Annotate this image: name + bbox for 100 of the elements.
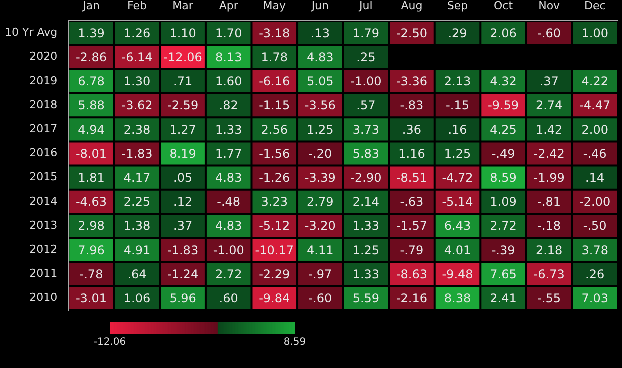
data-label: 1.42 bbox=[536, 122, 563, 137]
data-label: 1.79 bbox=[352, 26, 380, 40]
x-tick-label: Nov bbox=[538, 0, 561, 12]
data-label: 1.09 bbox=[490, 195, 517, 210]
color-bar-label: 8.59 bbox=[284, 337, 306, 349]
data-label: 2.38 bbox=[124, 122, 151, 137]
data-label: 2.25 bbox=[124, 195, 151, 210]
y-tick-label: 2014 bbox=[30, 194, 58, 208]
data-label: -9.59 bbox=[488, 98, 520, 113]
data-label: 3.23 bbox=[261, 195, 288, 210]
data-label: -6.16 bbox=[259, 74, 290, 89]
data-label: 8.59 bbox=[490, 170, 517, 185]
data-label: -5.12 bbox=[259, 219, 290, 234]
x-tick-label: Jan bbox=[82, 0, 100, 12]
data-label: 5.83 bbox=[352, 146, 380, 161]
data-label: 2.13 bbox=[444, 74, 472, 89]
data-label: -3.01 bbox=[76, 291, 108, 306]
data-label: -1.15 bbox=[259, 98, 290, 113]
data-label: 1.06 bbox=[124, 291, 151, 306]
data-label: -.83 bbox=[400, 98, 424, 113]
data-label: .57 bbox=[356, 98, 376, 113]
data-label: -2.42 bbox=[534, 146, 565, 161]
x-tick-label: Dec bbox=[584, 0, 606, 12]
data-label: 2.00 bbox=[582, 122, 608, 137]
y-tick-label: 2011 bbox=[30, 267, 58, 280]
data-label: 1.39 bbox=[78, 26, 105, 40]
y-tick-label: 2020 bbox=[30, 50, 58, 64]
data-label: 7.03 bbox=[582, 291, 608, 306]
data-label: 4.94 bbox=[78, 122, 105, 137]
data-label: 1.33 bbox=[215, 122, 242, 137]
data-label: 1.16 bbox=[398, 146, 426, 161]
data-label: -.15 bbox=[446, 98, 470, 113]
data-label: -3.39 bbox=[304, 170, 336, 185]
data-label: 4.01 bbox=[444, 243, 472, 258]
data-label: -.49 bbox=[492, 146, 516, 161]
data-label: 1.30 bbox=[124, 74, 151, 89]
data-label: -4.63 bbox=[76, 195, 108, 210]
x-tick-label: Jun bbox=[310, 0, 330, 12]
data-label: 1.77 bbox=[215, 146, 242, 161]
data-label: 5.05 bbox=[307, 74, 334, 89]
data-label: -3.20 bbox=[304, 219, 336, 234]
data-label: .12 bbox=[174, 195, 193, 210]
data-label: 4.11 bbox=[307, 243, 334, 258]
y-tick-label: 10 Yr Avg bbox=[4, 26, 58, 40]
data-label: 1.27 bbox=[170, 122, 196, 137]
data-label: 4.83 bbox=[307, 50, 334, 64]
data-label: 8.19 bbox=[170, 146, 196, 161]
data-label: -.55 bbox=[538, 291, 562, 306]
data-label: 1.78 bbox=[261, 50, 288, 64]
data-label: 5.96 bbox=[170, 291, 196, 306]
data-label: .82 bbox=[219, 98, 238, 113]
data-label: 1.33 bbox=[352, 267, 380, 282]
data-label: -1.99 bbox=[534, 170, 565, 185]
y-tick-label: 2019 bbox=[30, 74, 58, 88]
data-label: -9.48 bbox=[442, 267, 474, 282]
data-label: 1.38 bbox=[124, 219, 151, 234]
data-label: -1.00 bbox=[350, 74, 382, 89]
data-label: 6.43 bbox=[444, 219, 472, 234]
data-label: -.78 bbox=[80, 267, 104, 282]
data-label: 5.59 bbox=[352, 291, 380, 306]
data-label: -.60 bbox=[308, 291, 332, 306]
data-label: -2.86 bbox=[76, 50, 108, 64]
data-label: -3.36 bbox=[396, 74, 428, 89]
data-label: 1.25 bbox=[307, 122, 334, 137]
x-tick-label: Mar bbox=[172, 0, 194, 12]
y-tick-label: 2017 bbox=[30, 122, 58, 136]
data-label: .29 bbox=[448, 26, 468, 40]
data-label: -4.47 bbox=[580, 98, 611, 113]
data-label: -1.83 bbox=[122, 146, 153, 161]
data-label: 4.25 bbox=[490, 122, 517, 137]
x-tick-label: Jul bbox=[358, 0, 373, 12]
data-label: .37 bbox=[540, 74, 559, 89]
data-label: -6.73 bbox=[534, 267, 565, 282]
x-tick-label: Apr bbox=[219, 0, 239, 12]
data-label: 2.06 bbox=[490, 26, 517, 40]
data-label: 3.73 bbox=[352, 122, 380, 137]
data-label: -1.83 bbox=[168, 243, 199, 258]
data-label: 4.17 bbox=[124, 170, 151, 185]
data-label: -.46 bbox=[583, 146, 607, 161]
y-tick-label: 2010 bbox=[30, 291, 58, 304]
data-label: -.48 bbox=[217, 195, 241, 210]
data-label: -.39 bbox=[492, 243, 516, 258]
data-label: 8.13 bbox=[215, 50, 242, 64]
data-label: 4.83 bbox=[215, 170, 242, 185]
data-label: .25 bbox=[356, 50, 376, 64]
data-label: 1.25 bbox=[352, 243, 380, 258]
data-label: 2.98 bbox=[78, 219, 105, 234]
data-label: 3.78 bbox=[582, 243, 608, 258]
data-label: 7.96 bbox=[78, 243, 105, 258]
data-label: 1.60 bbox=[215, 74, 242, 89]
data-label: 5.88 bbox=[78, 98, 105, 113]
data-label: -1.57 bbox=[396, 219, 428, 234]
data-label: .36 bbox=[402, 122, 422, 137]
data-label: -4.72 bbox=[442, 170, 474, 185]
y-tick-label: 2015 bbox=[30, 170, 58, 184]
data-label: .13 bbox=[310, 26, 330, 40]
data-label: 7.65 bbox=[490, 267, 517, 282]
data-label: -.97 bbox=[308, 267, 332, 282]
data-label: -1.26 bbox=[259, 170, 290, 185]
data-label: 4.83 bbox=[215, 219, 242, 234]
